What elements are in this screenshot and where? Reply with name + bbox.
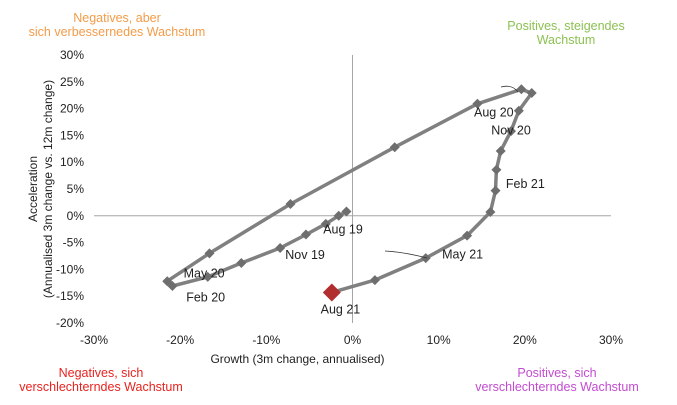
y-tick-label: 20%	[60, 102, 84, 116]
data-point	[333, 210, 344, 221]
data-point	[236, 257, 247, 268]
x-axis-title: Growth (3m change, annualised)	[210, 352, 384, 366]
data-point	[495, 145, 506, 156]
data-point	[369, 275, 380, 286]
x-tick-label: 20%	[513, 333, 537, 347]
data-point	[472, 98, 483, 109]
data-point-latest	[322, 283, 341, 302]
data-point	[420, 253, 431, 264]
data-point	[462, 230, 473, 241]
quadrant-label-line: Positives, sich	[517, 366, 597, 380]
quadrant-label-line: verschlechterndes Wachstum	[475, 380, 639, 394]
x-tick-label: 10%	[427, 333, 451, 347]
quadrant-label-line: Positives, steigendes	[507, 19, 625, 33]
point-annotation: Aug 20	[474, 106, 514, 120]
quadrant-label-bottom-left: Negatives, sich verschlechterndes Wachst…	[6, 366, 196, 394]
data-point	[526, 88, 537, 99]
y-tick-label: 15%	[60, 128, 84, 142]
point-annotation: Nov 20	[491, 123, 531, 137]
y-tick-label: 0%	[67, 209, 85, 223]
data-point	[491, 164, 502, 175]
y-tick-label: 5%	[67, 182, 85, 196]
x-tick-label: -20%	[166, 333, 194, 347]
series-line	[165, 87, 534, 295]
data-point	[202, 271, 213, 282]
annotation-pointer	[500, 85, 519, 93]
data-point	[516, 84, 527, 95]
quadrant-label-line: Wachstum	[536, 33, 596, 47]
x-tick-label: -30%	[80, 333, 108, 347]
data-point	[506, 126, 517, 137]
x-tick-label: 30%	[599, 333, 623, 347]
y-axis-title-line: Acceleration	[26, 156, 40, 222]
y-tick-label: -5%	[63, 236, 85, 250]
quadrant-label-bottom-right: Positives, sich verschlechterndes Wachst…	[462, 366, 652, 394]
y-tick-label: 25%	[60, 75, 84, 89]
x-tick-label: -10%	[252, 333, 280, 347]
y-tick-label: 30%	[60, 48, 84, 62]
data-point	[341, 206, 352, 217]
data-point	[162, 276, 173, 287]
x-tick-labels: -30% -20% -10% 0% 10% 20% 30%	[80, 333, 623, 347]
y-axis-title-line: (Annualised 3m change vs. 12m change)	[41, 80, 55, 298]
quadrant-label-line: Negatives, sich	[58, 366, 144, 380]
chart-axes	[94, 55, 611, 323]
point-annotation: Nov 19	[285, 248, 325, 262]
data-point	[320, 218, 331, 229]
point-annotation: Aug 21	[321, 302, 361, 316]
quadrant-label-line: verschlechterndes Wachstum	[19, 380, 183, 394]
y-axis-title: Acceleration(Annualised 3m change vs. 12…	[26, 80, 55, 298]
quadrant-label-top-right: Positives, steigendes Wachstum	[486, 19, 646, 47]
point-annotation: Feb 20	[186, 291, 225, 305]
y-tick-label: -20%	[56, 316, 84, 330]
data-point	[485, 207, 496, 218]
point-annotation: Feb 21	[506, 177, 545, 191]
point-annotation: May 20	[184, 266, 225, 280]
point-annotation: May 21	[442, 248, 483, 262]
y-tick-label: -10%	[56, 262, 84, 276]
annotation-pointer	[384, 250, 428, 259]
point-annotations: Aug 19 Nov 19 May 20 Feb 20 Aug 20 Nov 20 Feb …	[184, 106, 545, 317]
data-point	[204, 248, 215, 259]
data-point	[389, 142, 400, 153]
quadrant-label-line: Negatives, aber	[73, 11, 161, 25]
data-point	[275, 242, 286, 253]
y-tick-label: 10%	[60, 155, 84, 169]
point-annotation: Aug 19	[323, 222, 363, 236]
quadrant-label-line: sich verbessernedes Wachstum	[28, 25, 206, 39]
x-tick-label: 0%	[344, 333, 362, 347]
y-tick-labels: 30% 25% 20% 15% 10% 5% 0% -5% -10% -15% -20%	[56, 48, 84, 330]
data-point	[285, 199, 296, 210]
quadrant-label-top-left: Negatives, aber sich verbessernedes Wach…	[14, 11, 220, 39]
data-point	[300, 229, 311, 240]
data-point	[490, 185, 501, 196]
y-tick-label: -15%	[56, 289, 84, 303]
series-markers	[162, 84, 537, 302]
data-point	[513, 105, 524, 116]
